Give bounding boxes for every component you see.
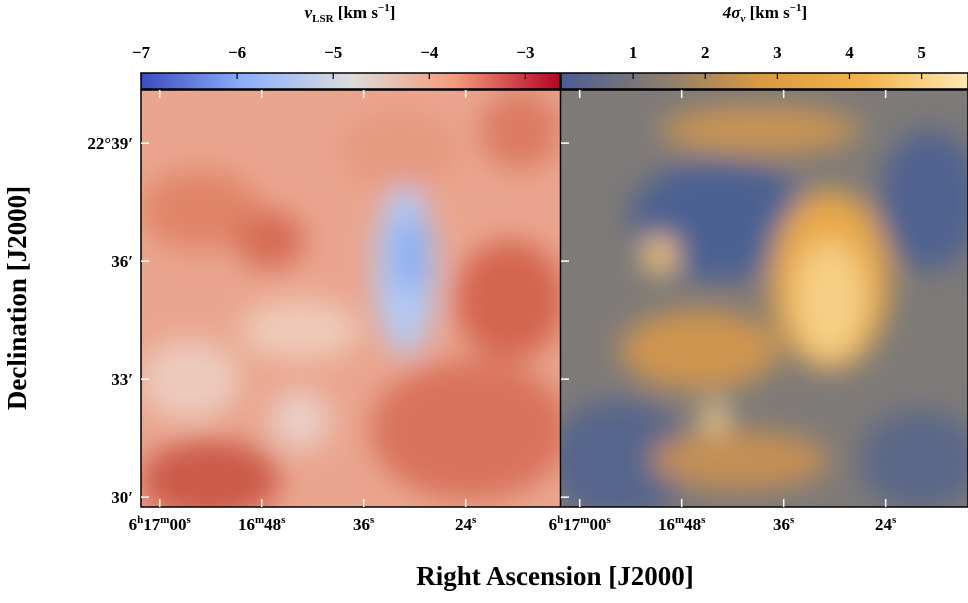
x-tick-label: 16m48s: [238, 514, 286, 534]
colorbar-tick-label: 1: [629, 43, 638, 62]
label-part: ]: [802, 3, 808, 22]
x-tick-label: 36s: [353, 514, 375, 534]
label-part: 4σ: [722, 3, 742, 22]
colorbar: [560, 72, 968, 90]
label-part: LSR: [312, 13, 334, 25]
y-tick-label: 36′: [111, 252, 133, 271]
x-tick-label: 24s: [455, 514, 477, 534]
dispersion-map: [561, 90, 968, 507]
label-part: [km s: [334, 3, 379, 22]
colorbar-tick-label: 2: [701, 43, 710, 62]
label-part: v: [740, 13, 745, 25]
label-part: ]: [390, 3, 396, 22]
label-part: v: [305, 3, 313, 22]
velocity-map: [141, 90, 560, 507]
colorbar-label: vLSR [km s−1]: [305, 2, 396, 25]
x-tick-label: 36s: [773, 514, 795, 534]
x-tick-label: 16m48s: [658, 514, 706, 534]
axes-frame: [140, 89, 968, 508]
x-tick-label: 6h17m00s: [129, 514, 192, 534]
colorbar-tick-label: −5: [324, 43, 342, 62]
colorbar-label: 4σv [km s−1]: [722, 2, 807, 25]
x-tick-label: 6h17m00s: [549, 514, 612, 534]
x-tick-label: 24s: [875, 514, 897, 534]
y-tick-label: 33′: [111, 370, 133, 389]
colorbar-tick-label: 5: [917, 43, 926, 62]
colorbar-tick-label: −4: [420, 43, 439, 62]
label-part: −1: [790, 2, 802, 14]
label-part: [km s: [745, 3, 790, 22]
x-axis-label: Right Ascension [J2000]: [416, 561, 694, 591]
colorbar-tick-label: 4: [845, 43, 854, 62]
label-part: −1: [378, 2, 390, 14]
colorbar-tick-label: −7: [132, 43, 151, 62]
colorbar-tick-label: −6: [228, 43, 246, 62]
colorbar-tick-label: −3: [516, 43, 534, 62]
y-axis-label: Declination [J2000]: [2, 186, 32, 410]
colorbar: [140, 72, 561, 90]
colorbar-tick-label: 3: [773, 43, 782, 62]
y-tick-label: 30′: [111, 488, 133, 507]
y-tick-label: 22°39′: [87, 134, 133, 153]
